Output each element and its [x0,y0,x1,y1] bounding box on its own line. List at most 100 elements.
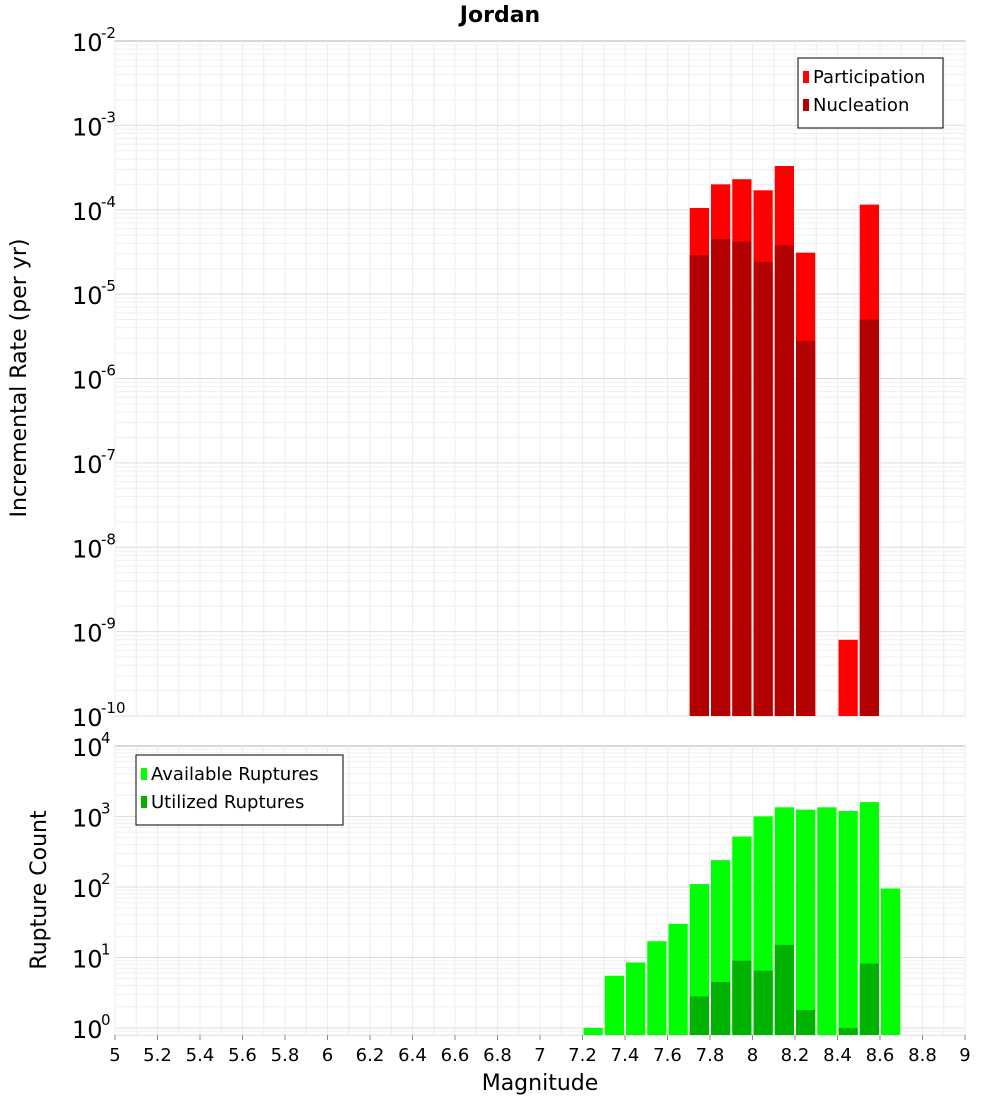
x-tick-label: 7.8 [696,1045,725,1066]
legend-label: Nucleation [813,95,909,116]
bar-utilized-ruptures [753,970,773,1035]
y-tick-label: 10-6 [72,362,116,395]
y-tick-exponent: -2 [101,24,116,42]
bottom-bars [583,802,901,1035]
y-tick-base: 10 [72,451,103,479]
y-tick-base: 10 [72,535,103,563]
bar-nucleation [859,319,879,716]
y-tick-exponent: -9 [101,615,116,633]
top-legend: Participation Nucleation [797,57,944,129]
x-tick-label: 8.8 [908,1045,937,1066]
y-tick-base: 10 [72,734,103,762]
x-tick-label: 5.6 [228,1045,257,1066]
bottom-legend: Available Ruptures Utilized Ruptures [135,754,344,826]
y-tick-exponent: -3 [101,108,116,126]
x-axis-label: Magnitude [482,1071,599,1096]
y-tick-exponent: 0 [101,1011,111,1029]
y-tick-base: 10 [72,198,103,226]
y-tick-exponent: -8 [101,530,116,548]
bar-utilized-ruptures [796,1009,816,1035]
chart-title: Jordan [458,3,540,28]
legend-swatch [803,71,809,83]
y-tick-exponent: 2 [101,870,111,888]
legend-label: Available Ruptures [151,764,319,785]
y-tick-exponent: 4 [101,729,111,747]
x-tick-label: 5.2 [143,1045,172,1066]
y-tick-label: 10-5 [72,277,116,310]
x-tick-label: 8.4 [823,1045,852,1066]
x-tick-label: 6.6 [441,1045,470,1066]
x-tick-label: 6.4 [398,1045,427,1066]
y-tick-label: 10-4 [72,193,116,226]
bar-available-ruptures [583,1027,603,1035]
bar-nucleation [732,241,752,717]
y-tick-label: 103 [72,799,111,832]
y-tick-exponent: -4 [101,193,116,211]
y-tick-label: 10-3 [72,108,116,141]
top-gridlines [114,41,966,717]
x-tick-label: 7.4 [611,1045,640,1066]
bar-available-ruptures [647,941,667,1035]
bar-available-ruptures [881,888,901,1035]
bar-available-ruptures [604,975,624,1035]
y-tick-label: 104 [72,729,111,762]
bar-nucleation [796,340,816,716]
y-tick-exponent: 1 [101,940,111,958]
x-ticks: 5 5.2 5.4 5.6 5.8 6 6.2 6.4 6.6 6.8 7 7.2 7.4 7.6 7.8 8… [109,1035,971,1066]
y-tick-base: 10 [72,29,103,57]
y-tick-label: 10-10 [72,699,126,732]
y-tick-base: 10 [72,113,103,141]
legend-box [135,754,344,826]
x-tick-label: 6.8 [483,1045,512,1066]
bar-utilized-ruptures [732,960,752,1035]
bar-nucleation [774,245,794,717]
x-tick-label: 5.8 [271,1045,300,1066]
y-tick-label: 10-8 [72,530,116,563]
bar-utilized-ruptures [689,996,709,1035]
y-tick-base: 10 [72,945,103,973]
x-tick-label: 5.4 [186,1045,215,1066]
y-tick-label: 100 [72,1011,111,1044]
top-bars [689,166,879,717]
legend-label: Participation [813,67,925,88]
y-tick-base: 10 [72,1016,103,1044]
y-tick-exponent: -7 [101,446,116,464]
legend-swatch [803,99,809,111]
y-tick-base: 10 [72,282,103,310]
x-tick-label: 7 [534,1045,545,1066]
x-tick-label: 8.2 [781,1045,810,1066]
y-tick-label: 10-9 [72,615,116,648]
y-tick-label: 10-7 [72,446,116,479]
y-tick-exponent: -5 [101,277,116,295]
x-tick-label: 8 [747,1045,758,1066]
bar-available-ruptures [838,810,858,1035]
x-tick-label: 9 [959,1045,970,1066]
bar-available-ruptures [668,923,688,1035]
y-tick-exponent: 3 [101,799,111,817]
bar-utilized-ruptures [711,981,731,1035]
y-tick-exponent: -10 [101,699,126,717]
legend-label: Utilized Ruptures [151,792,304,813]
x-tick-label: 7.2 [568,1045,597,1066]
bar-participation [838,639,858,716]
bar-available-ruptures [817,807,837,1035]
x-tick-label: 6 [322,1045,333,1066]
y-tick-base: 10 [72,875,103,903]
bar-nucleation [711,239,731,716]
y-tick-base: 10 [72,804,103,832]
x-tick-label: 8.6 [866,1045,895,1066]
bar-utilized-ruptures [859,963,879,1035]
y-tick-exponent: -6 [101,362,116,380]
y-tick-label: 10-2 [72,24,116,57]
bar-nucleation [753,262,773,716]
y-tick-base: 10 [72,367,103,395]
bottom-y-axis-label: Rupture Count [27,810,52,970]
x-tick-label: 6.2 [356,1045,385,1066]
y-tick-label: 101 [72,940,111,973]
x-tick-label: 5 [109,1045,120,1066]
legend-box [797,57,944,129]
